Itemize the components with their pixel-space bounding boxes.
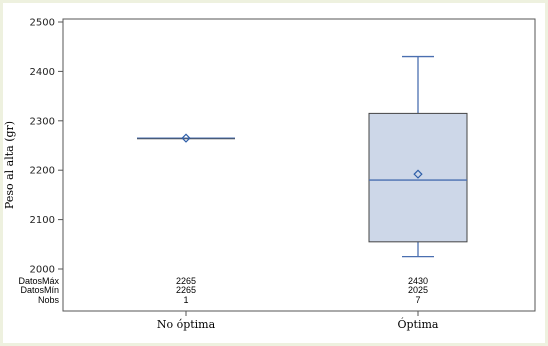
stats-value: 2265: [176, 285, 196, 295]
stats-value: 2025: [408, 285, 428, 295]
stats-table: DatosMáx 2265 2430 DatosMín 2265 2025 Nobs 1 7: [18, 276, 428, 305]
y-tick-label: 2300: [30, 116, 55, 127]
y-tick-label: 2400: [30, 67, 55, 78]
y-axis-ticks: 2000 2100 2200 2300 2400 2500: [30, 18, 63, 276]
stats-row-label: DatosMín: [20, 285, 59, 295]
y-tick-label: 2000: [30, 265, 55, 276]
y-tick-label: 2200: [30, 166, 55, 177]
x-axis-categories: No óptima Óptima: [157, 311, 439, 331]
y-tick-label: 2500: [30, 18, 55, 29]
mean-marker: [413, 169, 423, 179]
x-category-label: Óptima: [398, 317, 439, 331]
box-plot-figure: Peso al alta (gr) 2000 2100 2200 2300 2400 25…: [3, 3, 545, 343]
stats-value: 1: [183, 295, 188, 305]
y-axis-title: Peso al alta (gr): [3, 121, 16, 209]
y-tick-label: 2100: [30, 215, 55, 226]
stats-value: 2430: [408, 276, 428, 286]
mean-marker: [181, 133, 191, 143]
stats-value: 2265: [176, 276, 196, 286]
stats-value: 7: [415, 295, 420, 305]
boxes: [137, 55, 468, 258]
stats-row-label: DatosMáx: [18, 276, 59, 286]
x-category-label: No óptima: [157, 318, 216, 331]
box-plot-chart: Peso al alta (gr) 2000 2100 2200 2300 2400 25…: [3, 18, 536, 331]
stats-row-label: Nobs: [38, 295, 60, 305]
